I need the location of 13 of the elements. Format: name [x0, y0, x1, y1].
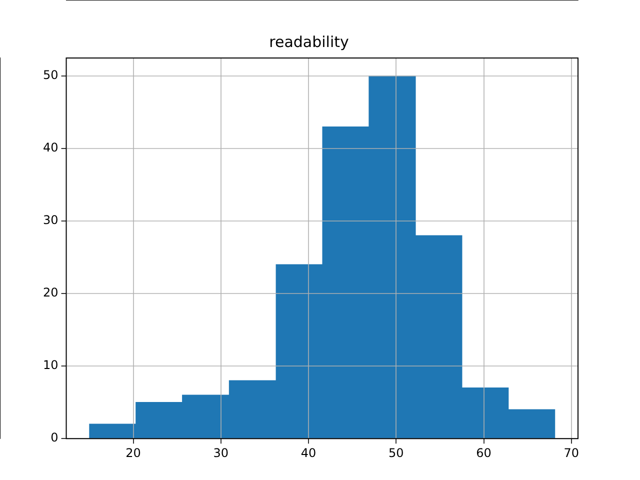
y-tick-label: 20	[42, 286, 58, 300]
x-tick-label: 60	[476, 446, 492, 460]
x-tick-label: 20	[126, 446, 141, 460]
x-tick-label: 50	[388, 446, 404, 460]
x-tick-label: 30	[213, 446, 229, 460]
y-tick-label: 10	[42, 358, 58, 372]
y-tick-label: 30	[42, 213, 58, 228]
x-tick-label: 70	[564, 446, 580, 460]
y-tick-label: 0	[50, 430, 58, 445]
y-tick-label: 50	[42, 68, 58, 82]
chart-title: readability	[269, 32, 349, 51]
x-tick-label: 40	[300, 446, 316, 460]
y-tick-label: 40	[42, 140, 58, 155]
